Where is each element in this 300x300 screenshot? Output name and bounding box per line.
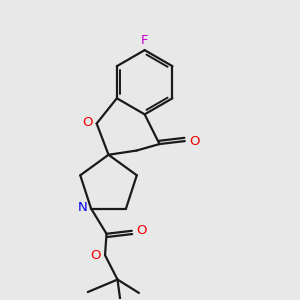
Text: O: O (136, 224, 146, 237)
Text: O: O (189, 135, 200, 148)
Text: F: F (141, 34, 148, 47)
Text: O: O (90, 249, 101, 262)
Text: N: N (77, 201, 87, 214)
Text: O: O (82, 116, 93, 129)
